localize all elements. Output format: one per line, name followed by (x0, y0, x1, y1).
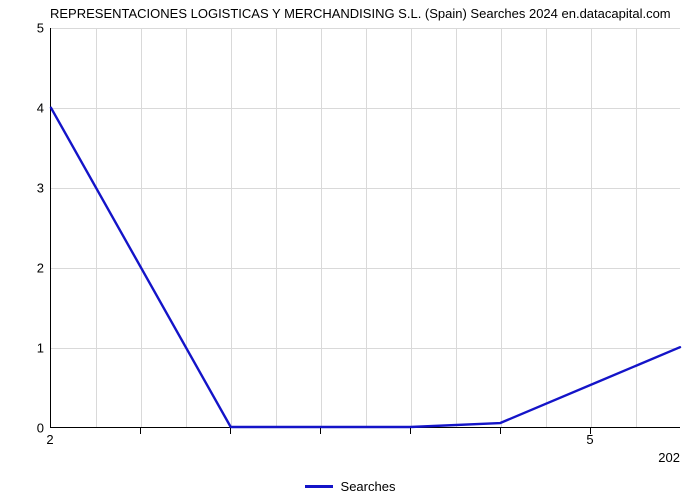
plot-area (50, 28, 680, 428)
y-tick-label: 2 (0, 261, 44, 276)
x-tick-label: 2 (46, 432, 53, 447)
x-tick-mark (590, 428, 591, 434)
y-tick-label: 1 (0, 341, 44, 356)
line-series (51, 28, 680, 427)
y-tick-label: 5 (0, 21, 44, 36)
chart-title: REPRESENTACIONES LOGISTICAS Y MERCHANDIS… (50, 6, 690, 21)
x-tick-mark (320, 428, 321, 434)
x-tick-mark (500, 428, 501, 434)
chart-container: REPRESENTACIONES LOGISTICAS Y MERCHANDIS… (0, 0, 700, 500)
x-tick-label: 5 (586, 432, 593, 447)
legend-label: Searches (341, 479, 396, 494)
x-tick-mark (140, 428, 141, 434)
y-tick-label: 0 (0, 421, 44, 436)
y-tick-label: 3 (0, 181, 44, 196)
legend: Searches (0, 479, 700, 494)
x-sub-label: 202 (658, 450, 680, 465)
y-tick-label: 4 (0, 101, 44, 116)
legend-swatch (305, 485, 333, 488)
x-tick-mark (230, 428, 231, 434)
x-tick-mark (410, 428, 411, 434)
